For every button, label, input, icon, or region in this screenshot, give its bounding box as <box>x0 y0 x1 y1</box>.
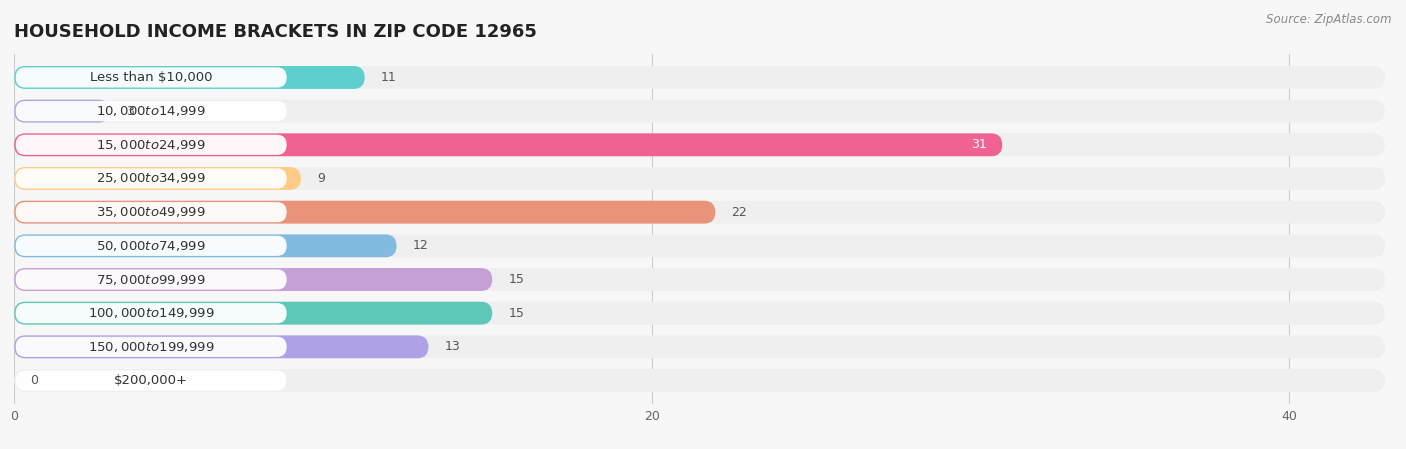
FancyBboxPatch shape <box>14 268 1385 291</box>
Text: 3: 3 <box>125 105 134 118</box>
FancyBboxPatch shape <box>15 67 287 88</box>
Text: 22: 22 <box>731 206 747 219</box>
FancyBboxPatch shape <box>14 335 429 358</box>
FancyBboxPatch shape <box>14 167 301 190</box>
Text: $50,000 to $74,999: $50,000 to $74,999 <box>96 239 207 253</box>
Text: 15: 15 <box>508 307 524 320</box>
FancyBboxPatch shape <box>14 100 1385 123</box>
FancyBboxPatch shape <box>14 302 1385 325</box>
Text: 31: 31 <box>970 138 987 151</box>
FancyBboxPatch shape <box>14 234 396 257</box>
FancyBboxPatch shape <box>15 303 287 323</box>
FancyBboxPatch shape <box>14 66 1385 89</box>
Text: $100,000 to $149,999: $100,000 to $149,999 <box>89 306 214 320</box>
Text: 15: 15 <box>508 273 524 286</box>
Text: $75,000 to $99,999: $75,000 to $99,999 <box>96 273 207 286</box>
FancyBboxPatch shape <box>14 335 1385 358</box>
Text: $150,000 to $199,999: $150,000 to $199,999 <box>89 340 214 354</box>
FancyBboxPatch shape <box>14 133 1385 156</box>
FancyBboxPatch shape <box>15 236 287 256</box>
FancyBboxPatch shape <box>15 168 287 189</box>
FancyBboxPatch shape <box>15 370 287 391</box>
Text: $15,000 to $24,999: $15,000 to $24,999 <box>96 138 207 152</box>
FancyBboxPatch shape <box>15 202 287 222</box>
FancyBboxPatch shape <box>15 337 287 357</box>
Text: Source: ZipAtlas.com: Source: ZipAtlas.com <box>1267 13 1392 26</box>
FancyBboxPatch shape <box>14 66 364 89</box>
FancyBboxPatch shape <box>14 268 492 291</box>
Text: HOUSEHOLD INCOME BRACKETS IN ZIP CODE 12965: HOUSEHOLD INCOME BRACKETS IN ZIP CODE 12… <box>14 23 537 41</box>
FancyBboxPatch shape <box>15 269 287 290</box>
FancyBboxPatch shape <box>14 369 1385 392</box>
FancyBboxPatch shape <box>14 133 1002 156</box>
FancyBboxPatch shape <box>14 201 716 224</box>
Text: $10,000 to $14,999: $10,000 to $14,999 <box>96 104 207 118</box>
FancyBboxPatch shape <box>15 135 287 155</box>
FancyBboxPatch shape <box>15 101 287 121</box>
FancyBboxPatch shape <box>14 234 1385 257</box>
FancyBboxPatch shape <box>14 302 492 325</box>
Text: $25,000 to $34,999: $25,000 to $34,999 <box>96 172 207 185</box>
Text: 13: 13 <box>444 340 460 353</box>
Text: $35,000 to $49,999: $35,000 to $49,999 <box>96 205 207 219</box>
Text: $200,000+: $200,000+ <box>114 374 188 387</box>
FancyBboxPatch shape <box>14 100 110 123</box>
Text: 0: 0 <box>30 374 38 387</box>
Text: 11: 11 <box>381 71 396 84</box>
FancyBboxPatch shape <box>14 201 1385 224</box>
Text: 9: 9 <box>316 172 325 185</box>
Text: Less than $10,000: Less than $10,000 <box>90 71 212 84</box>
FancyBboxPatch shape <box>14 167 1385 190</box>
Text: 12: 12 <box>412 239 429 252</box>
